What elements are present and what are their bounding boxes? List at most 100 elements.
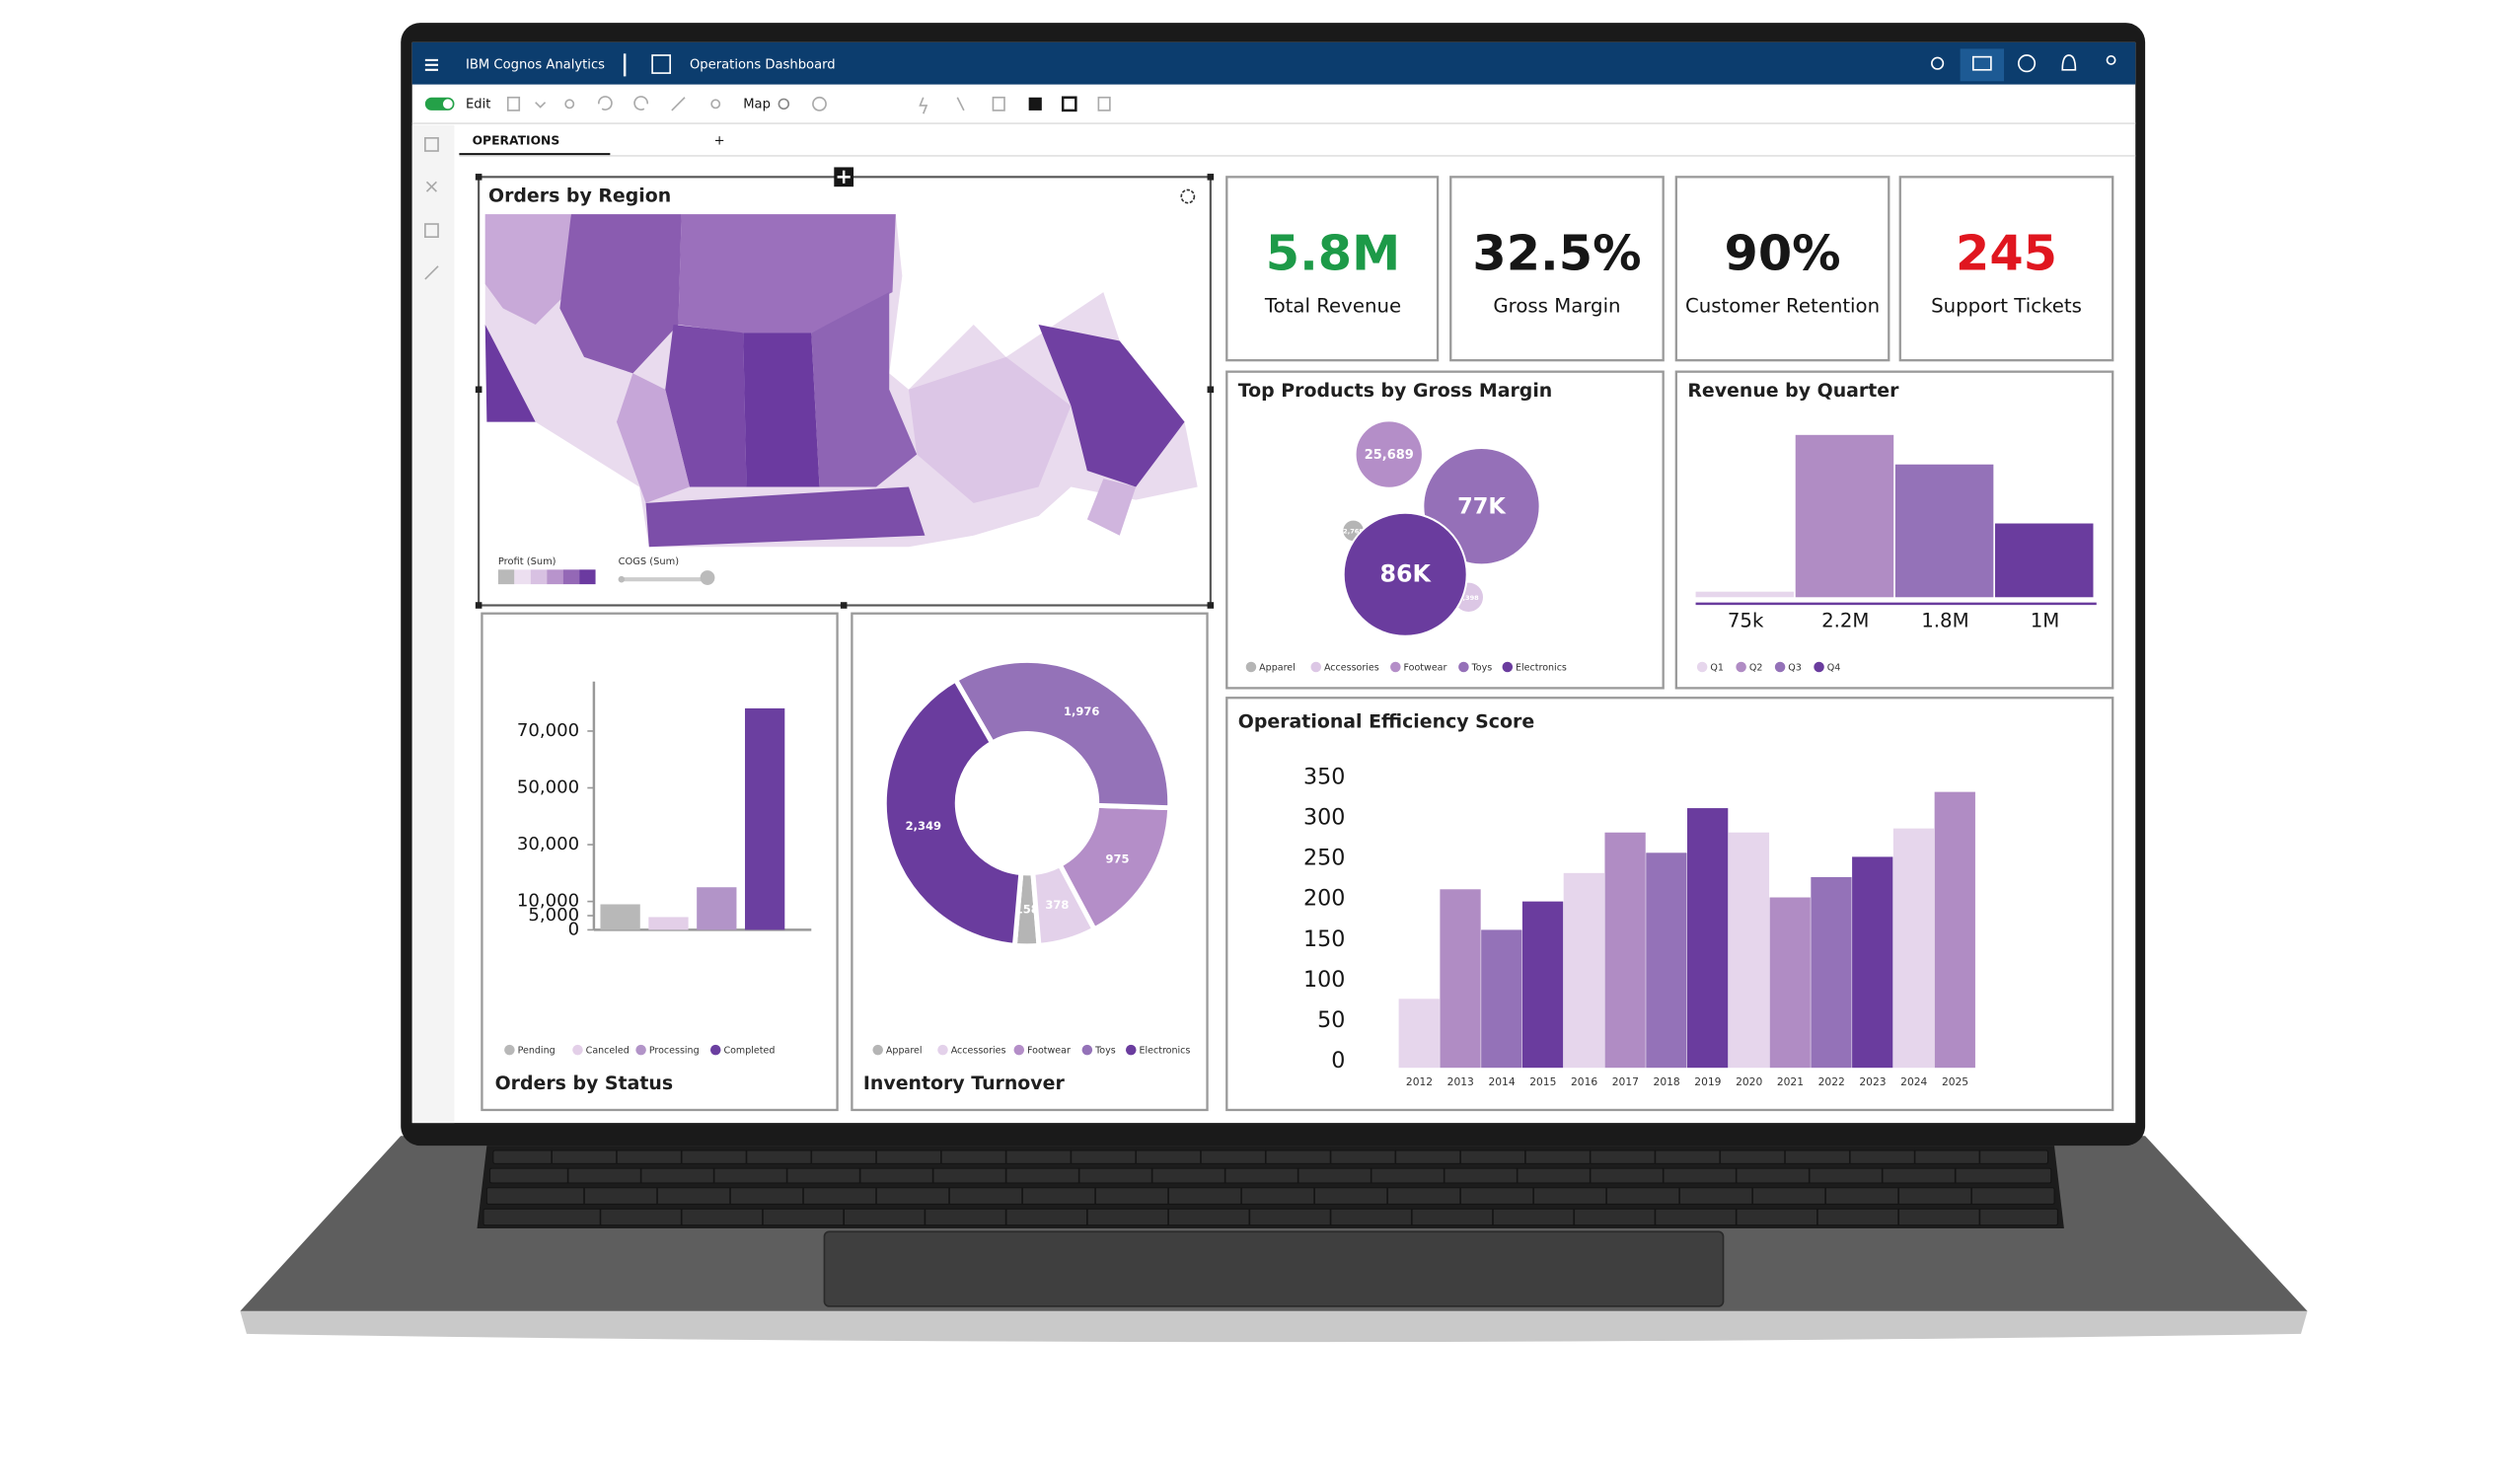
tab[interactable]: OPERATIONS (473, 134, 560, 148)
bar (1795, 434, 1894, 598)
bubble-label: 86K (1379, 560, 1432, 588)
y-tick-label: 300 (1303, 804, 1345, 830)
legend-swatch (1736, 661, 1746, 673)
selection-handles[interactable] (475, 174, 1215, 609)
bar (1695, 591, 1795, 598)
settings-icon[interactable] (1180, 188, 1196, 204)
bar (1728, 832, 1770, 1069)
legend-swatch (530, 569, 548, 585)
chat-button[interactable] (1960, 48, 2005, 82)
bell-icon[interactable] (2061, 54, 2077, 71)
legend-swatch (1081, 1044, 1093, 1056)
chart-title: Orders by Region (488, 185, 671, 207)
legend-label: Footwear (1027, 1045, 1071, 1056)
legend-swatch (1814, 661, 1824, 673)
map (484, 214, 1198, 548)
legend-swatch (709, 1044, 721, 1056)
slice-label: 975 (1105, 852, 1129, 866)
donut-slice (1056, 802, 1173, 933)
y-tick-label: 250 (1303, 846, 1345, 871)
bar (648, 917, 689, 930)
border-icon[interactable] (1061, 96, 1077, 112)
sidebar-icons[interactable] (424, 137, 439, 280)
legend-label: Processing (649, 1045, 700, 1056)
x-tick-label: 2021 (1777, 1075, 1804, 1088)
legend-label: Accessories (1324, 662, 1379, 673)
bar (1604, 832, 1646, 1069)
legend-swatch (572, 1044, 583, 1056)
move-cross (837, 170, 851, 184)
help-icon[interactable] (2018, 54, 2037, 73)
bar (600, 904, 640, 930)
bubble (1342, 511, 1468, 637)
kpi-panel[interactable] (1898, 176, 2114, 362)
kpi-label: Support Tickets (1931, 294, 2082, 317)
fill-icon[interactable] (1028, 97, 1042, 111)
kpi-panel[interactable] (1449, 176, 1665, 362)
bar (1481, 929, 1522, 1069)
x-tick-label: 2012 (1406, 1075, 1433, 1088)
legend-label: Completed (723, 1045, 775, 1056)
y-tick-label: 30,000 (517, 834, 579, 854)
legend-swatch (1390, 661, 1401, 673)
toolbar-icons[interactable] (506, 96, 1111, 114)
bar (1934, 791, 1975, 1069)
bar-label: 2.2M (1821, 609, 1869, 631)
search-icon[interactable] (1931, 56, 1945, 70)
add-tab[interactable]: + (714, 134, 725, 149)
chart-title: Operational Efficiency Score (1238, 710, 1534, 732)
legend-swatch (635, 1044, 646, 1056)
key-gaps (551, 1150, 1981, 1225)
y-tick-label: 350 (1303, 764, 1345, 789)
menu-icon[interactable] (424, 58, 439, 71)
legend-title: Profit (Sum) (498, 556, 556, 567)
bar-label: 1M (2031, 609, 2060, 631)
sidebar (411, 124, 455, 1124)
legend-swatch (497, 569, 515, 585)
legend-swatch (1696, 661, 1708, 673)
legend-swatch (1310, 661, 1321, 673)
bar (1811, 876, 1852, 1069)
slice-label: 158 (1015, 902, 1039, 916)
legend-swatch (1502, 661, 1514, 673)
bubble-label: 77K (1457, 494, 1507, 520)
laptop-lip (240, 1310, 2308, 1343)
x-tick-label: 2015 (1529, 1075, 1556, 1088)
bar (1994, 523, 2094, 598)
kpi-panel[interactable] (1225, 176, 1440, 362)
y-tick-label: 5,000 (528, 905, 579, 925)
legend-label: Electronics (1139, 1045, 1190, 1056)
user-icon[interactable] (2106, 54, 2116, 65)
bar (1521, 901, 1564, 1069)
legend-label: Q3 (1788, 662, 1802, 673)
dashboard-icon (651, 54, 672, 74)
kpi-panel[interactable] (1674, 176, 1890, 362)
legend-swatch (504, 1044, 515, 1056)
slice-label: 378 (1045, 898, 1069, 912)
globe-icon[interactable] (778, 98, 790, 111)
bubble-label: 5,398 (1458, 594, 1479, 602)
bubble (1354, 419, 1424, 489)
legend-label: Canceled (586, 1045, 630, 1056)
slider-knob (700, 570, 715, 585)
kpi-value: 32.5% (1472, 224, 1641, 281)
bar-label: 1.8M (1921, 609, 1968, 631)
legend-swatch (1125, 1044, 1137, 1056)
legend-label: Toys (1471, 662, 1493, 673)
legend-label: Footwear (1404, 662, 1447, 673)
legend-label: Apparel (1259, 662, 1296, 673)
donut-slice (881, 676, 1024, 948)
x-tick-label: 2014 (1488, 1075, 1515, 1088)
bar (1894, 464, 1994, 598)
touchpad (823, 1230, 1725, 1307)
legend-swatch (937, 1044, 948, 1056)
kpi-label: Customer Retention (1685, 294, 1880, 317)
legend-swatch (562, 569, 580, 585)
bar (1687, 808, 1729, 1069)
bar (1563, 872, 1604, 1069)
kpi-value: 245 (1956, 224, 2057, 281)
y-tick-label: 0 (568, 919, 580, 939)
legend-swatch (872, 1044, 883, 1056)
bar (745, 707, 785, 930)
